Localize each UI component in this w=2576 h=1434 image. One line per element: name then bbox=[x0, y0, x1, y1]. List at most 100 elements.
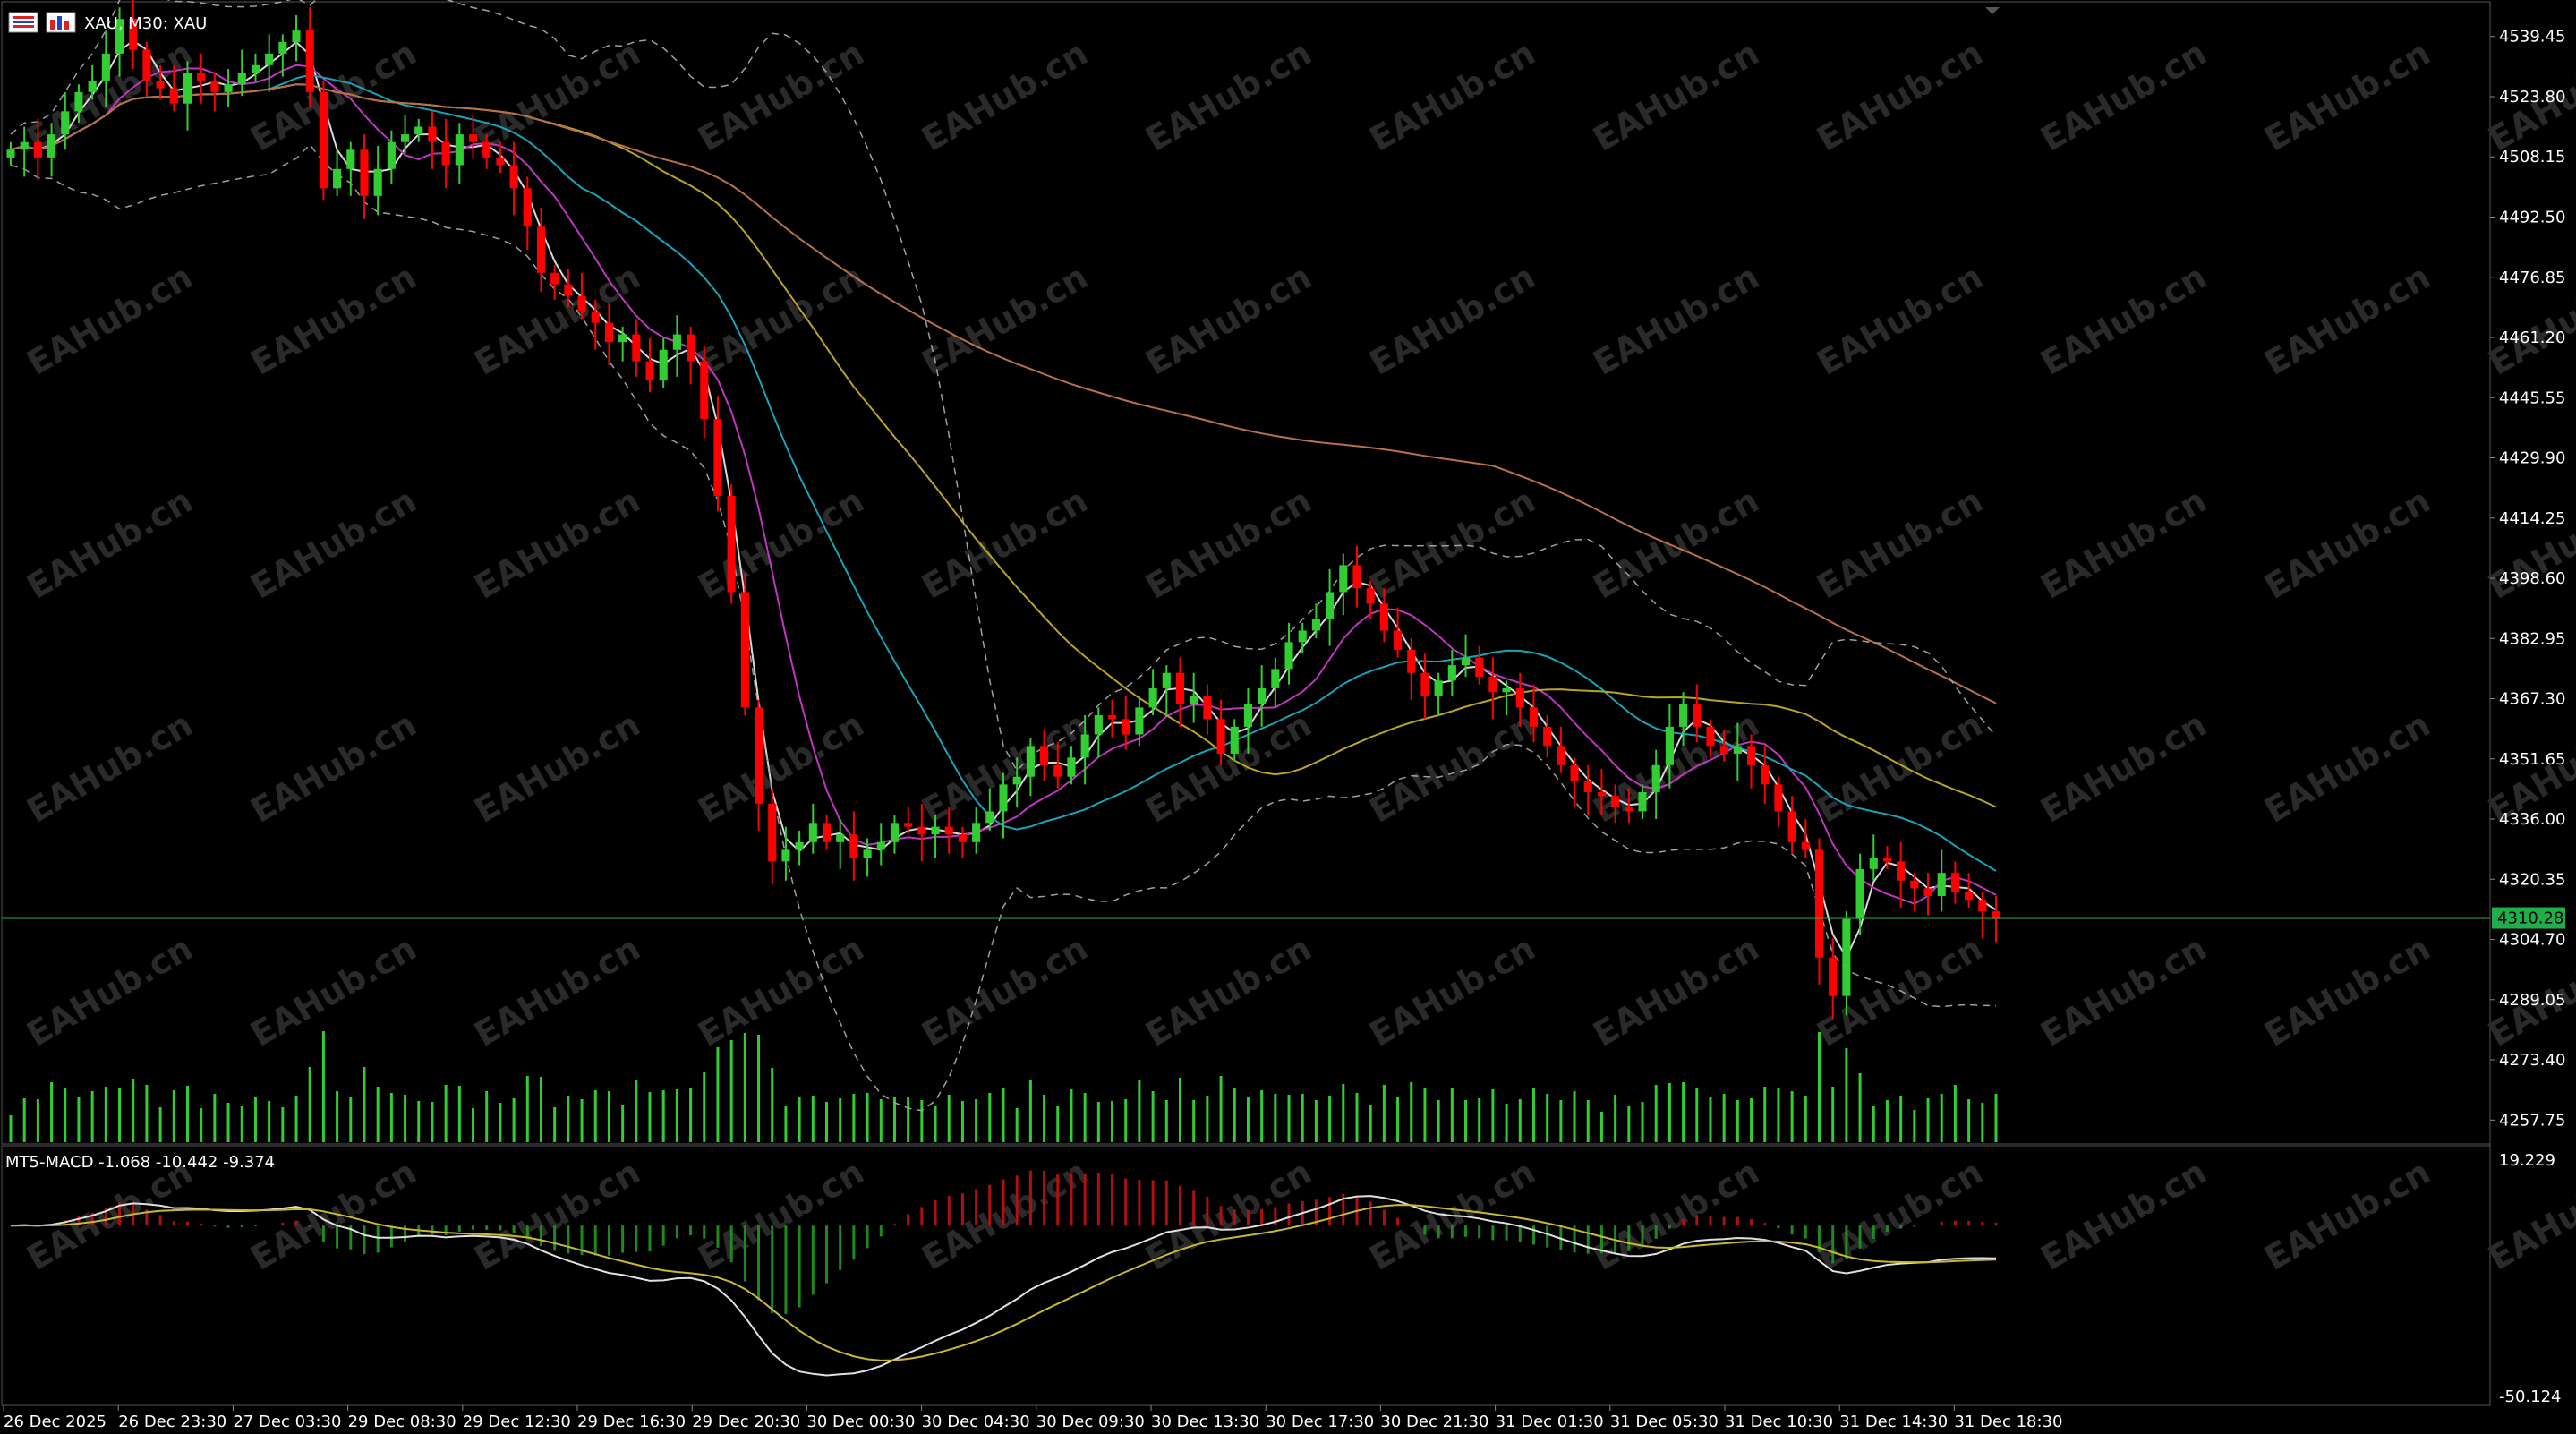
candle bbox=[1175, 657, 1185, 727]
macd-main-line bbox=[10, 1195, 1997, 1377]
candle bbox=[1693, 684, 1702, 743]
current-price-label: 4310.28 bbox=[2497, 909, 2563, 928]
candle bbox=[1665, 704, 1674, 789]
candle bbox=[632, 319, 641, 377]
candle bbox=[61, 91, 70, 150]
candle bbox=[1053, 742, 1062, 789]
candle bbox=[687, 326, 695, 385]
candle bbox=[1107, 699, 1117, 738]
time-tick-label: 26 Dec 23:30 bbox=[118, 1413, 226, 1431]
candle bbox=[1012, 757, 1021, 808]
candle bbox=[781, 826, 790, 881]
candle bbox=[292, 14, 301, 62]
candle bbox=[1502, 680, 1511, 715]
price-tick-label: 4461.20 bbox=[2499, 329, 2565, 347]
candle bbox=[523, 176, 532, 251]
time-tick-label: 30 Dec 04:30 bbox=[922, 1413, 1030, 1431]
price-tick-label: 4320.35 bbox=[2499, 870, 2565, 889]
candle bbox=[1326, 568, 1335, 646]
candle bbox=[509, 141, 518, 216]
candle bbox=[972, 807, 981, 854]
candle bbox=[1638, 784, 1647, 820]
price-tick-label: 4492.50 bbox=[2499, 209, 2565, 227]
menu-lines-icon[interactable] bbox=[8, 12, 38, 33]
candle bbox=[1801, 819, 1810, 858]
candle bbox=[88, 64, 97, 100]
candle bbox=[1203, 684, 1212, 735]
candle bbox=[1026, 738, 1035, 797]
price-tick-label: 4257.75 bbox=[2499, 1111, 2565, 1130]
candle bbox=[441, 118, 450, 189]
candle bbox=[428, 111, 437, 169]
candle bbox=[1611, 784, 1620, 824]
candle bbox=[1162, 665, 1171, 715]
candle bbox=[1216, 699, 1225, 765]
candle bbox=[1475, 645, 1484, 685]
price-tick-label: 4273.40 bbox=[2499, 1051, 2565, 1070]
candle bbox=[1366, 580, 1375, 619]
candle bbox=[1311, 603, 1320, 639]
candle bbox=[210, 73, 219, 112]
price-tick-label: 4398.60 bbox=[2499, 569, 2565, 588]
candle bbox=[265, 34, 274, 92]
candle bbox=[169, 64, 178, 112]
candle bbox=[795, 830, 804, 866]
candle bbox=[944, 807, 953, 854]
candle bbox=[1420, 653, 1429, 720]
candle bbox=[1339, 553, 1348, 616]
candle bbox=[1515, 672, 1524, 727]
candle bbox=[1583, 764, 1592, 815]
candle bbox=[822, 815, 832, 850]
price-tick-label: 4508.15 bbox=[2499, 148, 2565, 166]
candle bbox=[142, 41, 151, 97]
candle bbox=[197, 53, 206, 104]
price-tick-label: 4382.95 bbox=[2499, 629, 2565, 648]
candle bbox=[672, 315, 681, 377]
price-tick-label: 4523.80 bbox=[2499, 88, 2565, 107]
price-tick-label: 4429.90 bbox=[2499, 449, 2565, 468]
candle bbox=[836, 819, 845, 869]
macd-tick-label: 19.229 bbox=[2499, 1151, 2555, 1170]
macd-axis: 19.229 -50.124 bbox=[2499, 1151, 2561, 1406]
candle bbox=[890, 815, 900, 854]
candle bbox=[1488, 657, 1497, 720]
candle bbox=[129, 0, 138, 70]
candle bbox=[1067, 746, 1076, 785]
time-tick-label: 30 Dec 21:30 bbox=[1380, 1413, 1488, 1431]
symbol-info: XAU, M30: XAU bbox=[84, 14, 207, 33]
chart-shift-marker[interactable] bbox=[1985, 7, 2000, 14]
candle bbox=[1557, 726, 1565, 773]
candle bbox=[183, 61, 192, 131]
chart-window-icon[interactable] bbox=[46, 12, 76, 33]
macd-signal-line bbox=[10, 1204, 1997, 1361]
price-tick-label: 4304.70 bbox=[2499, 931, 2565, 950]
current-price-tag: 4310.28 bbox=[2492, 907, 2565, 929]
candle bbox=[278, 34, 287, 77]
candle bbox=[1965, 873, 1974, 908]
price-tick-label: 4367.30 bbox=[2499, 690, 2565, 709]
candle bbox=[999, 772, 1008, 839]
candle bbox=[237, 49, 246, 97]
price-tick-label: 4476.85 bbox=[2499, 269, 2565, 287]
time-tick-label: 27 Dec 03:30 bbox=[233, 1413, 341, 1431]
candle bbox=[33, 118, 42, 181]
ma-orange-line bbox=[10, 83, 1997, 704]
macd-plot-frame bbox=[1, 1145, 2491, 1406]
volume-histogram bbox=[9, 1031, 1998, 1142]
candle bbox=[1855, 853, 1864, 935]
candle bbox=[468, 115, 478, 158]
candle bbox=[333, 149, 342, 196]
candle bbox=[618, 326, 627, 362]
time-tick-label: 31 Dec 10:30 bbox=[1725, 1413, 1833, 1431]
candle bbox=[1787, 796, 1796, 854]
candle bbox=[1679, 692, 1688, 747]
candle bbox=[414, 118, 423, 142]
candle bbox=[496, 141, 505, 174]
candle bbox=[1937, 849, 1946, 912]
time-tick-label: 30 Dec 17:30 bbox=[1266, 1413, 1374, 1431]
candle bbox=[1407, 638, 1416, 700]
candle bbox=[1706, 719, 1715, 758]
candle bbox=[917, 803, 926, 862]
price-tick-label: 4539.45 bbox=[2499, 28, 2565, 47]
